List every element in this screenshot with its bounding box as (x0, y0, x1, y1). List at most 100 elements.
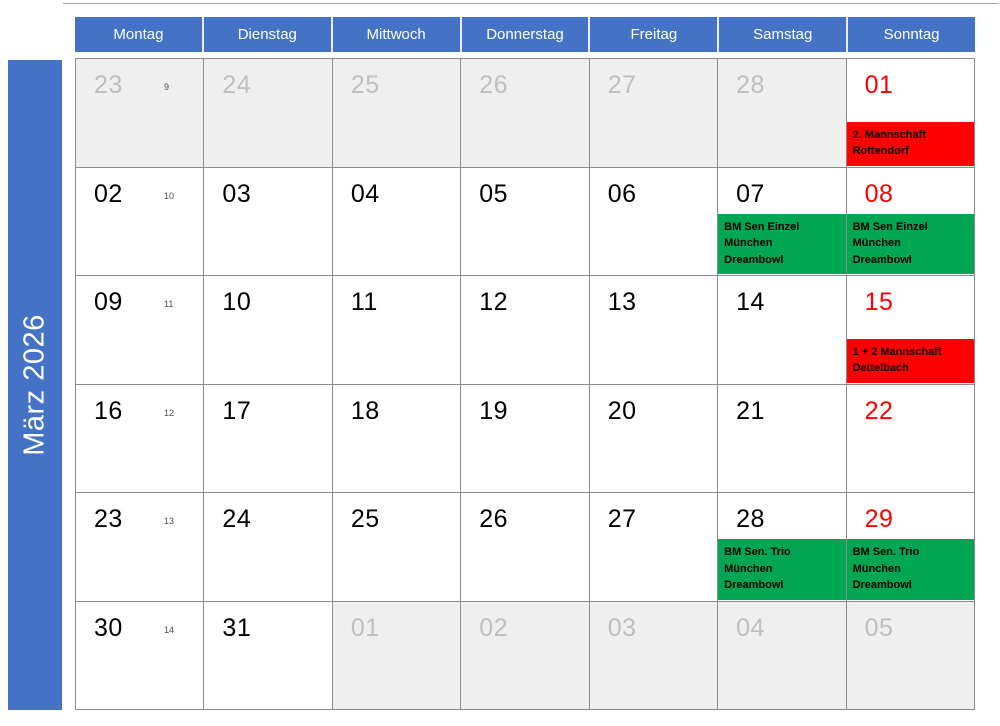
week-number: 10 (164, 190, 175, 201)
date-number: 16 (94, 396, 123, 425)
date-number: 18 (350, 396, 380, 425)
day-cell: 11 (332, 276, 462, 385)
date-number: 05 (479, 179, 509, 208)
date-number: 31 (222, 613, 252, 642)
day-cell: 27 (589, 493, 719, 602)
day-cell: 06 (589, 167, 719, 276)
day-cell: 28 BM Sen. Trio München Dreambowl (718, 493, 847, 602)
date-number: 29 (864, 505, 894, 533)
day-cell: 19 (461, 384, 590, 493)
week-number: 13 (164, 516, 175, 526)
week-number: 14 (164, 624, 175, 635)
weekday-header-6: Samstag (719, 17, 849, 52)
event-line: Rottendorf (852, 145, 909, 157)
day-cell: 31 (204, 601, 333, 710)
month-title: März 2026 (18, 314, 51, 456)
date-number: 02 (479, 613, 509, 642)
event-badge: 2. Mannschaft Rottendorf (846, 121, 974, 166)
day-cell: 09 11 (76, 276, 205, 385)
day-cell: 24 (204, 59, 333, 168)
date-number: 04 (350, 179, 380, 208)
event-line: München (724, 237, 773, 249)
day-cell: 29 BM Sen. Trio München Dreambowl (846, 493, 975, 602)
day-cell: 03 (204, 167, 333, 276)
day-cell: 21 (718, 384, 847, 493)
day-cell: 03 (589, 601, 719, 710)
date-number: 25 (350, 71, 380, 99)
date-number: 09 (94, 288, 123, 316)
event-badge: BM Sen Einzel München Dreambowl (718, 213, 846, 274)
day-cell: 10 (204, 276, 333, 385)
weekday-header-row: Montag Dienstag Mittwoch Donnerstag Freitag S… (75, 17, 976, 52)
day-cell: 26 (461, 59, 590, 168)
day-cell: 18 (332, 384, 462, 493)
event-line: BM Sen. Trio (852, 546, 920, 558)
day-cell: 20 (589, 384, 719, 493)
day-cell: 24 (204, 493, 333, 602)
date-number: 07 (736, 179, 765, 208)
event-badge: BM Sen. Trio München Dreambowl (846, 539, 974, 600)
weekday-header-1: Montag (75, 17, 204, 52)
date-number: 22 (864, 396, 894, 425)
event-line: München (852, 237, 901, 249)
day-cell: 07 BM Sen Einzel München Dreambowl (718, 167, 847, 276)
date-number: 03 (607, 613, 637, 642)
date-number: 23 (94, 71, 123, 99)
date-number: 10 (222, 288, 252, 316)
event-line: Dreambowl (724, 253, 784, 266)
date-number: 12 (479, 288, 509, 316)
date-number: 26 (479, 505, 509, 533)
date-number: 20 (607, 396, 637, 425)
event-line: BM Sen. Trio (724, 546, 791, 558)
date-number: 24 (222, 71, 252, 99)
event-line: München (724, 562, 773, 575)
date-number: 05 (864, 613, 894, 642)
date-number: 27 (607, 71, 637, 99)
date-number: 15 (864, 288, 894, 316)
day-cell: 28 (718, 59, 847, 168)
date-number: 08 (864, 179, 894, 208)
month-sidebar: März 2026 (8, 60, 62, 710)
weekday-header-2: Dienstag (203, 17, 333, 52)
date-number: 24 (222, 505, 252, 533)
week-number: 11 (164, 299, 174, 309)
day-cell: 05 (461, 167, 590, 276)
day-cell: 13 (589, 276, 719, 385)
event-line: München (852, 562, 901, 575)
date-number: 21 (736, 396, 765, 425)
day-cell: 15 1 + 2 Mannschaft Dettelbach (846, 276, 975, 385)
top-border-line (63, 3, 999, 4)
day-cell: 01 (332, 601, 462, 710)
date-number: 27 (607, 505, 637, 533)
day-cell: 02 (461, 601, 590, 710)
day-cell: 14 (718, 276, 847, 385)
date-number: 26 (479, 71, 509, 99)
event-badge: 1 + 2 Mannschaft Dettelbach (846, 338, 974, 383)
event-badge: BM Sen. Trio München Dreambowl (718, 539, 846, 600)
date-number: 11 (350, 288, 378, 316)
day-cell: 04 (332, 167, 462, 276)
weekday-header-7: Sonntag (848, 17, 976, 52)
date-number: 17 (222, 396, 252, 425)
day-cell: 04 (718, 601, 847, 710)
day-cell: 30 14 (76, 601, 205, 710)
event-line: 1 + 2 Mannschaft (852, 345, 942, 358)
date-number: 14 (736, 288, 765, 316)
day-cell: 12 (461, 276, 590, 385)
weekday-header-5: Freitag (590, 17, 720, 52)
event-line: Dreambowl (852, 253, 912, 266)
day-cell: 16 12 (76, 384, 205, 493)
day-cell: 26 (461, 493, 590, 602)
day-cell: 27 (589, 59, 719, 168)
event-line: BM Sen Einzel (852, 220, 928, 233)
calendar-grid: 23 9 24 25 26 27 28 01 2. Mannschaft Rottendorf 02… (75, 58, 975, 710)
day-cell: 17 (204, 384, 333, 493)
date-number: 01 (350, 613, 380, 642)
date-number: 28 (736, 71, 765, 99)
date-number: 28 (736, 505, 765, 533)
event-line: Dettelbach (852, 362, 909, 374)
date-number: 30 (94, 613, 123, 642)
date-number: 13 (607, 288, 637, 316)
event-line: Dreambowl (724, 579, 784, 591)
